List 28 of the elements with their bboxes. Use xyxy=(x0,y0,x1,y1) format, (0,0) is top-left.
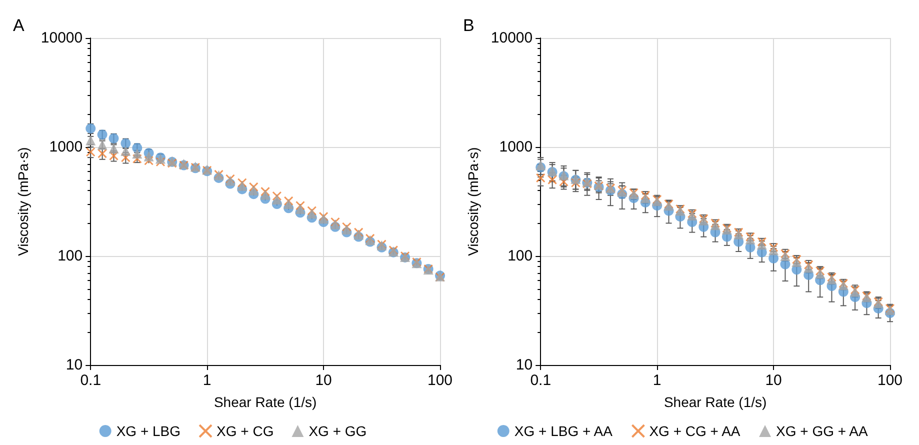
chart-title: A xyxy=(13,16,25,35)
x-axis-title: Shear Rate (1/s) xyxy=(664,394,767,410)
y-tick-label: 10000 xyxy=(490,30,533,46)
y-tick-label: 10 xyxy=(66,356,83,374)
legend-label: XG + CG + AA xyxy=(649,423,741,439)
x-tick-label: 1 xyxy=(202,372,212,389)
y-tick-label: 10 xyxy=(516,356,533,374)
legend-label: XG + GG xyxy=(308,423,367,439)
legend-label: XG + LBG + AA xyxy=(514,423,614,439)
x-tick-label: 0.1 xyxy=(80,372,102,389)
x-tick-label: 10 xyxy=(315,372,332,389)
legend-label: XG + CG xyxy=(216,423,274,439)
legend-label: XG + LBG xyxy=(116,423,181,439)
y-tick-label: 1000 xyxy=(49,138,83,156)
chart-title: B xyxy=(463,16,474,35)
y-tick-label: 1000 xyxy=(499,138,533,156)
x-tick-label: 100 xyxy=(877,372,903,389)
y-tick-label: 10000 xyxy=(40,30,83,46)
x-tick-label: 1 xyxy=(652,372,662,389)
y-axis-title: Viscosity (mPa·s) xyxy=(465,147,481,256)
x-tick-label: 0.1 xyxy=(530,372,552,389)
y-tick-label: 100 xyxy=(58,248,83,264)
x-axis-title: Shear Rate (1/s) xyxy=(214,394,317,410)
x-tick-label: 10 xyxy=(765,372,782,389)
legend-label: XG + GG + AA xyxy=(776,423,869,439)
y-tick-label: 100 xyxy=(508,248,533,264)
y-axis-title: Viscosity (mPa·s) xyxy=(15,147,31,256)
x-tick-label: 100 xyxy=(427,372,453,389)
